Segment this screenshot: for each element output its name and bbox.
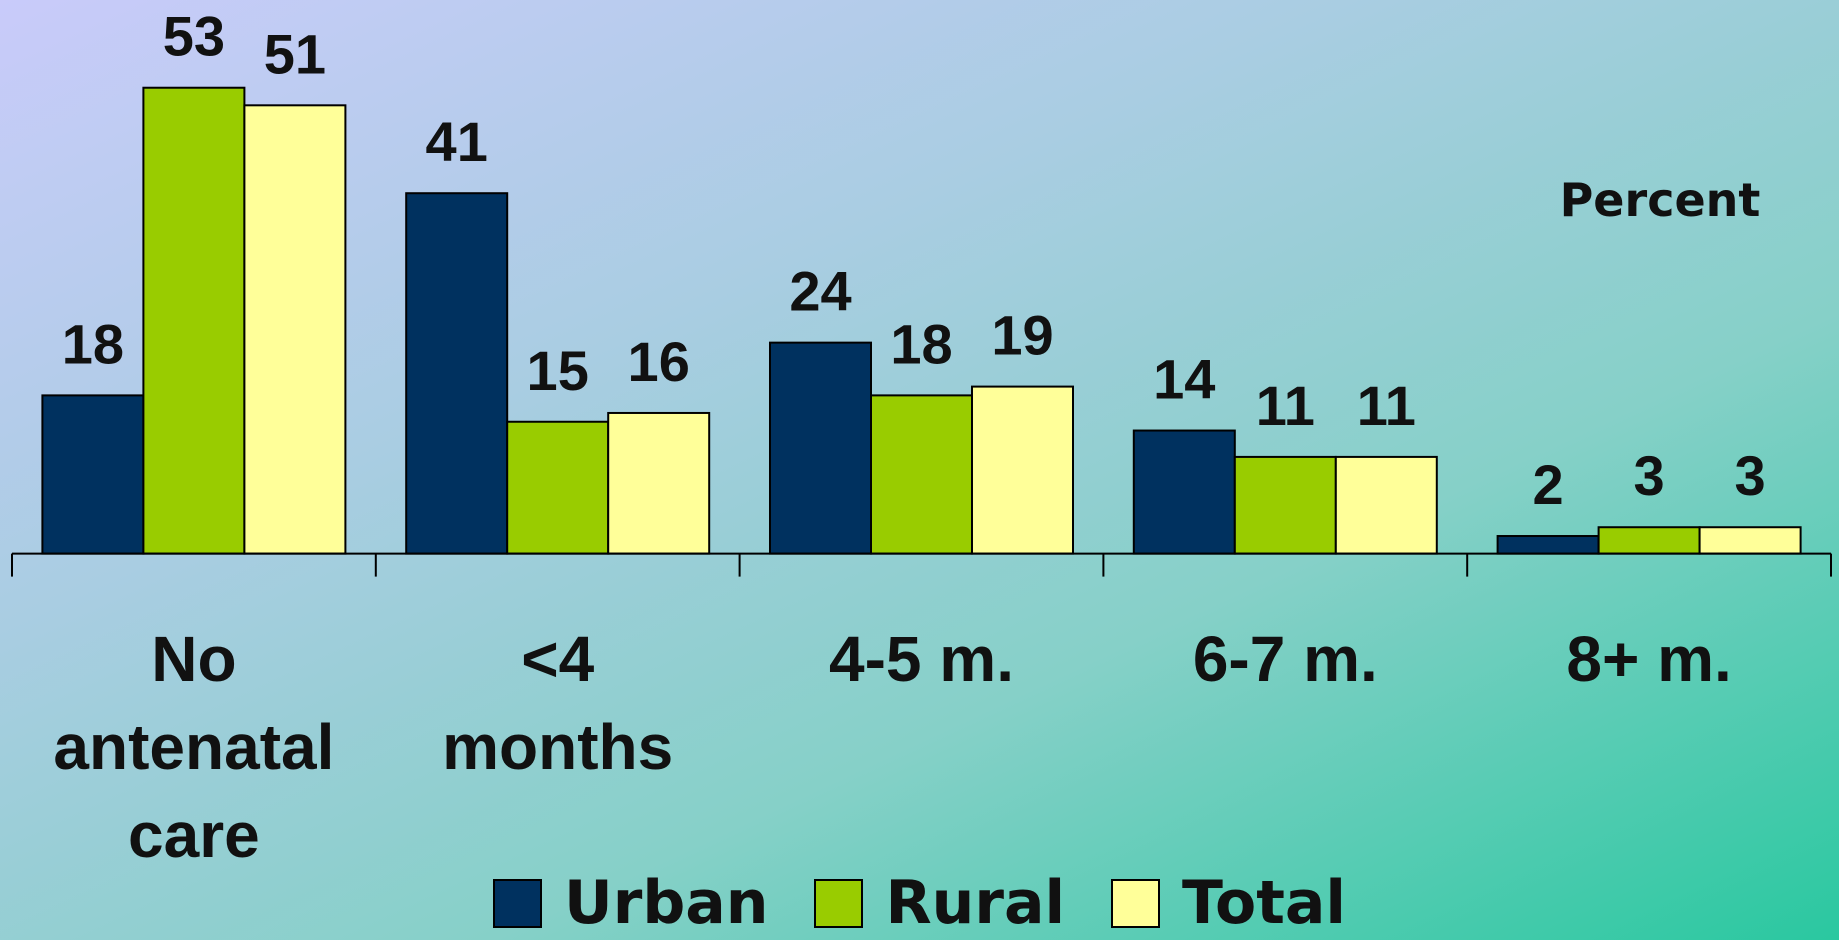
legend-swatch [493,878,543,928]
legend-label: Urban [564,868,769,938]
value-label: 16 [628,330,690,393]
value-label: 41 [426,110,488,173]
value-label: 53 [163,5,225,68]
value-label: 24 [789,260,851,323]
x-tick-label: <4 months [442,623,674,783]
value-label: 11 [1256,374,1315,437]
legend-item: Rural [814,868,1065,938]
bar [1132,429,1236,555]
bar [971,385,1074,555]
value-label: 18 [890,312,952,375]
bar [769,341,872,555]
value-label: 11 [1357,374,1416,437]
bar [1233,455,1337,555]
value-label: 51 [264,22,326,85]
bar [506,420,610,555]
annotation: Percent [1560,173,1761,227]
value-label: 3 [1634,444,1665,507]
bar [870,394,973,555]
legend: Urban Rural Total [0,868,1839,938]
x-tick-label: 6-7 m. [1192,623,1378,695]
value-label: 2 [1533,453,1564,516]
legend-label: Total [1182,868,1346,938]
value-label: 14 [1153,348,1215,411]
bar [1334,455,1438,555]
bar [142,86,246,555]
bar [405,192,509,555]
x-tick-label: No antenatal care [53,623,335,871]
legend-swatch [814,878,864,928]
legend-label: Rural [885,868,1066,938]
value-label: 15 [527,339,589,402]
bar [1698,526,1802,555]
bar [41,394,145,555]
bar [1496,535,1600,555]
bar [1597,526,1701,555]
value-label: 19 [991,304,1053,367]
legend-item: Total [1111,868,1346,938]
x-tick-label: 4-5 m. [829,623,1014,695]
value-label: 3 [1735,444,1766,507]
x-tick-label: 8+ m. [1566,623,1732,695]
value-label: 18 [62,312,124,375]
legend-swatch [1111,878,1161,928]
legend-item: Urban [493,868,768,938]
bar [243,104,347,555]
bar [607,411,711,555]
